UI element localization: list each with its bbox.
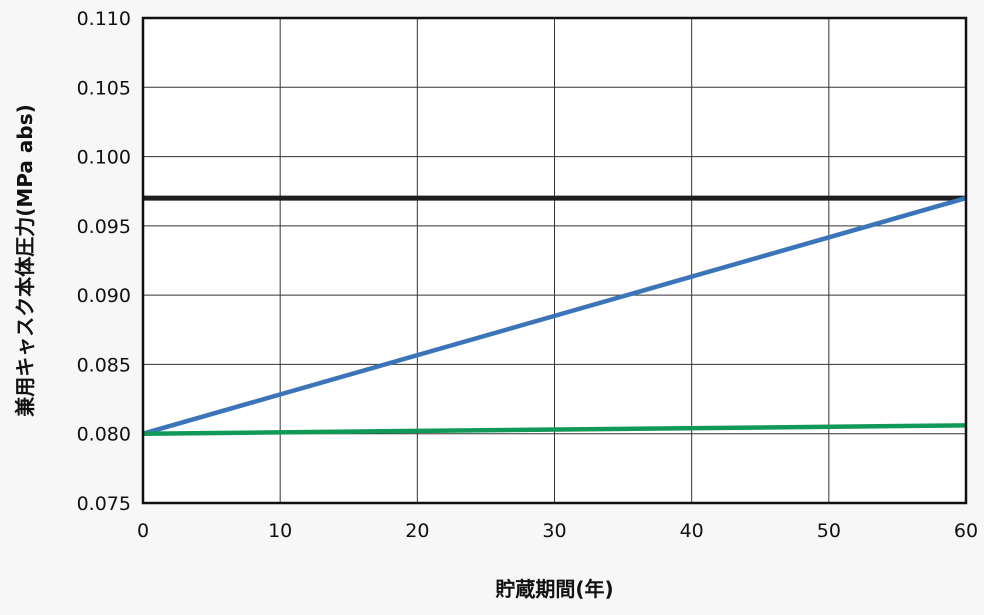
- series-line-3: [142, 423, 967, 436]
- y-tick-label: 0.085: [77, 354, 131, 376]
- series-line-2: [142, 195, 967, 436]
- x-axis-title: 貯蔵期間(年): [495, 577, 613, 601]
- y-tick-label: 0.100: [77, 147, 131, 169]
- y-tick-label: 0.075: [77, 493, 131, 515]
- y-tick-labels: 0.075 0.080 0.085 0.090 0.095 0.100 0.105 0.110: [77, 8, 131, 515]
- y-tick-label: 0.105: [77, 77, 131, 99]
- series-lines: [142, 195, 967, 436]
- x-tick-label: 0: [137, 520, 149, 542]
- x-tick-label: 20: [405, 520, 429, 542]
- y-tick-label: 0.080: [77, 424, 131, 446]
- y-tick-label: 0.095: [77, 216, 131, 238]
- plot-frame: [141, 16, 968, 505]
- x-tick-labels: 0 10 20 30 40 50 60: [137, 520, 978, 542]
- x-tick-label: 40: [680, 520, 704, 542]
- y-tick-label: 0.090: [77, 285, 131, 307]
- gridlines: [143, 18, 966, 503]
- x-tick-label: 30: [542, 520, 566, 542]
- x-tick-label: 10: [268, 520, 292, 542]
- x-tick-label: 60: [954, 520, 978, 542]
- x-tick-label: 50: [817, 520, 841, 542]
- y-axis-title: 兼用キャスク本体圧力(MPa abs): [13, 104, 37, 416]
- y-tick-label: 0.110: [77, 8, 131, 30]
